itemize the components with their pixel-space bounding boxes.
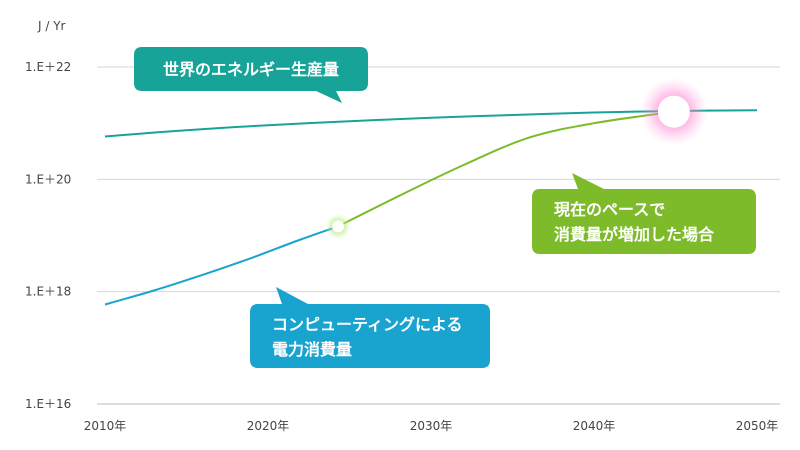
annotation-computing-power-line1: コンピューティングによる <box>272 315 463 334</box>
x-tick-labels: 2010年 2020年 2030年 2040年 2050年 <box>84 419 779 433</box>
y-tick-label: 1.E＋20 <box>25 172 71 186</box>
annotation-computing-power: コンピューティングによる 電力消費量 <box>250 287 490 368</box>
annotation-projected-growth: 現在のペースで 消費量が増加した場合 <box>532 173 756 254</box>
series-line-1 <box>104 225 339 306</box>
gridlines <box>97 66 780 405</box>
annotation-projected-growth-line2: 消費量が増加した場合 <box>554 225 715 244</box>
markers <box>325 77 708 240</box>
y-axis-label: J / Yr <box>37 19 66 33</box>
y-tick-label: 1.E＋22 <box>25 60 71 74</box>
series-line-2 <box>337 110 675 228</box>
x-tick-label: 2030年 <box>410 419 453 433</box>
x-tick-label: 2010年 <box>84 419 127 433</box>
marker-green-glow <box>325 213 352 240</box>
annotation-projected-growth-line1: 現在のペースで <box>554 200 665 219</box>
x-tick-label: 2020年 <box>247 419 290 433</box>
y-tick-label: 1.E＋18 <box>25 285 71 299</box>
marker-pink-glow <box>639 77 708 146</box>
annotation-energy-production: 世界のエネルギー生産量 <box>134 47 368 103</box>
x-tick-label: 2050年 <box>736 419 779 433</box>
y-tick-label: 1.E＋16 <box>25 397 71 411</box>
y-tick-labels: 1.E＋22 1.E＋20 1.E＋18 1.E＋16 <box>25 60 71 411</box>
annotation-computing-power-line2: 電力消費量 <box>272 340 352 359</box>
annotation-energy-production-text: 世界のエネルギー生産量 <box>163 60 339 79</box>
x-tick-label: 2040年 <box>573 419 616 433</box>
